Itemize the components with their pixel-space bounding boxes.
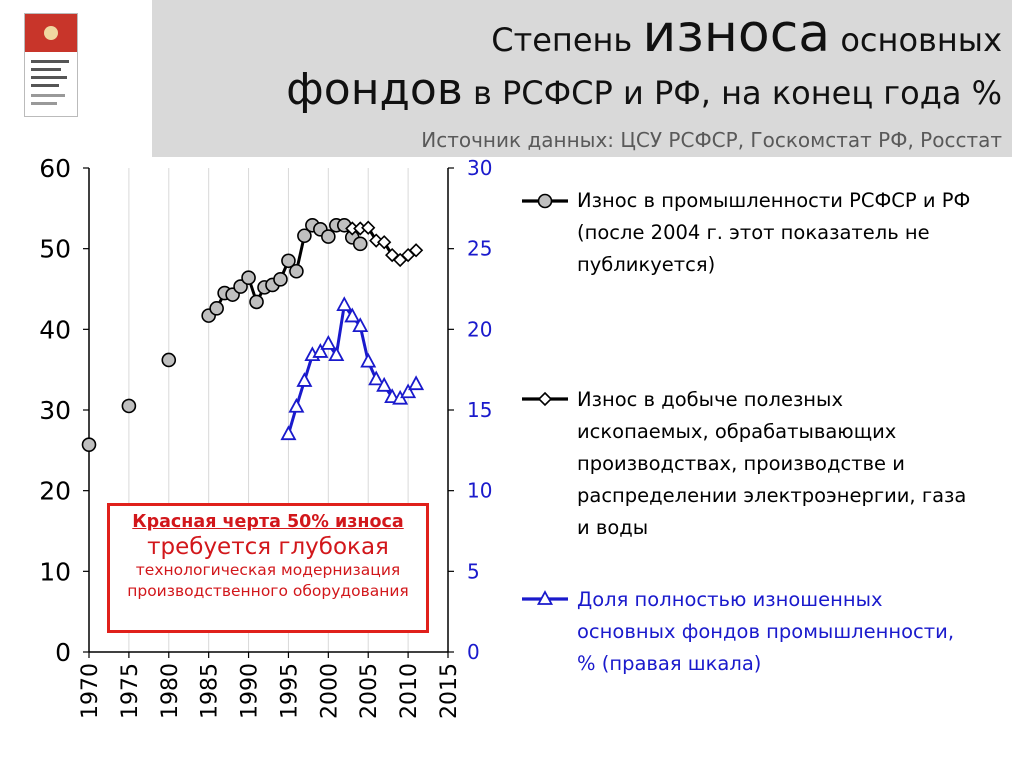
source-caption: Источник данных: ЦСУ РСФСР, Госкомстат Р…	[421, 128, 1002, 152]
data-point-circle	[289, 263, 304, 279]
title-text-5: в РСФСР и РФ, на конец года %	[462, 74, 1002, 113]
data-point-triangle	[376, 376, 393, 392]
callout-line-3: технологическая модернизация	[135, 561, 401, 579]
data-point-circle	[241, 270, 256, 286]
data-point-triangle	[368, 370, 385, 386]
legend-key-marker	[537, 391, 553, 407]
x-tick-label: 1985	[198, 663, 223, 719]
x-tick-label: 2005	[357, 663, 382, 719]
y-left-tick-label: 60	[39, 154, 71, 183]
data-point-circle	[233, 279, 248, 294]
title-text-3: основных	[830, 21, 1002, 59]
x-tick-label: 2015	[437, 663, 462, 719]
data-point-circle	[281, 253, 296, 269]
legend-key-marker	[536, 590, 554, 605]
book-cover-image	[24, 13, 78, 117]
callout-line-2: требуется глубокая	[147, 534, 389, 560]
y-right-tick-label: 30	[467, 156, 492, 180]
title-text-2: износа	[642, 4, 831, 64]
data-point-circle	[209, 301, 224, 316]
data-point-circle	[273, 272, 288, 287]
y-left-tick-label: 50	[39, 235, 71, 264]
y-left-tick-label: 10	[39, 557, 71, 586]
data-point-circle	[81, 437, 97, 452]
x-tick-label: 1995	[277, 663, 302, 719]
data-point-diamond	[361, 220, 376, 235]
title-text-4: фондов	[286, 64, 463, 116]
data-point-circle	[352, 236, 368, 252]
data-point-diamond	[377, 235, 392, 250]
data-point-triangle	[296, 372, 313, 387]
y-right-tick-label: 15	[467, 398, 492, 422]
y-right-tick-label: 25	[467, 237, 492, 261]
data-point-triangle	[344, 307, 361, 323]
x-tick-label: 2010	[397, 663, 422, 719]
data-point-triangle	[288, 397, 305, 413]
data-point-circle	[121, 398, 137, 414]
data-point-circle	[161, 352, 177, 368]
legend-item-fully-worn: Доля полностью изношенных основных фондо…	[577, 588, 955, 675]
data-point-triangle	[328, 346, 345, 362]
data-point-diamond	[408, 243, 424, 258]
data-point-triangle	[320, 334, 337, 350]
data-point-circle	[321, 229, 336, 244]
data-point-triangle	[280, 425, 297, 441]
x-tick-label: 1975	[118, 663, 143, 719]
data-point-circle	[249, 294, 264, 310]
red-line-callout: Красная черта 50% износа требуется глубо…	[107, 503, 429, 633]
y-left-tick-label: 20	[39, 477, 71, 506]
y-left-tick-label: 0	[55, 638, 71, 667]
data-point-triangle	[400, 383, 417, 399]
page-title: Степень износа основных фондов в РСФСР и…	[286, 4, 1002, 115]
y-right-tick-label: 20	[467, 317, 492, 341]
y-left-tick-label: 40	[39, 315, 71, 344]
x-tick-label: 1980	[158, 663, 183, 719]
y-right-tick-label: 5	[467, 559, 480, 583]
x-tick-label: 1990	[238, 663, 263, 719]
y-right-tick-label: 10	[467, 479, 492, 503]
data-point-triangle	[352, 317, 369, 333]
x-tick-label: 1970	[78, 663, 103, 719]
data-point-circle	[297, 228, 312, 244]
y-right-tick-label: 0	[467, 640, 480, 664]
data-point-triangle	[408, 375, 425, 391]
callout-heading: Красная черта 50% износа	[132, 512, 404, 532]
data-point-triangle	[336, 296, 353, 312]
callout-line-4: производственного оборудования	[127, 582, 409, 600]
data-point-triangle	[360, 352, 377, 368]
title-band	[152, 0, 1012, 157]
title-text-1: Степень	[491, 21, 643, 59]
legend-item-industry: Износ в промышленности РСФСР и РФ (после…	[577, 189, 971, 276]
legend-key-marker	[537, 193, 553, 209]
x-tick-label: 2000	[317, 663, 342, 719]
series-line-segment	[334, 304, 346, 356]
legend-item-extraction: Износ в добыче полезных ископаемых, обра…	[577, 388, 967, 539]
data-point-triangle	[312, 343, 329, 358]
y-left-tick-label: 30	[39, 396, 71, 425]
